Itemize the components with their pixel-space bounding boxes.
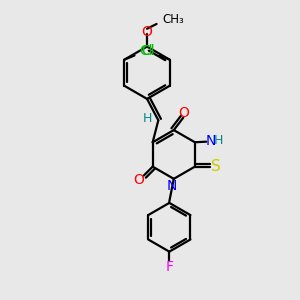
Text: N: N (206, 134, 216, 148)
Text: O: O (142, 25, 152, 39)
Text: Cl: Cl (139, 44, 153, 58)
Text: CH₃: CH₃ (163, 13, 184, 26)
Text: O: O (178, 106, 189, 120)
Text: S: S (212, 159, 221, 174)
Text: N: N (167, 179, 178, 193)
Text: H: H (214, 134, 224, 147)
Text: H: H (142, 112, 152, 125)
Text: O: O (134, 173, 144, 187)
Text: F: F (165, 260, 173, 274)
Text: Cl: Cl (141, 44, 155, 58)
